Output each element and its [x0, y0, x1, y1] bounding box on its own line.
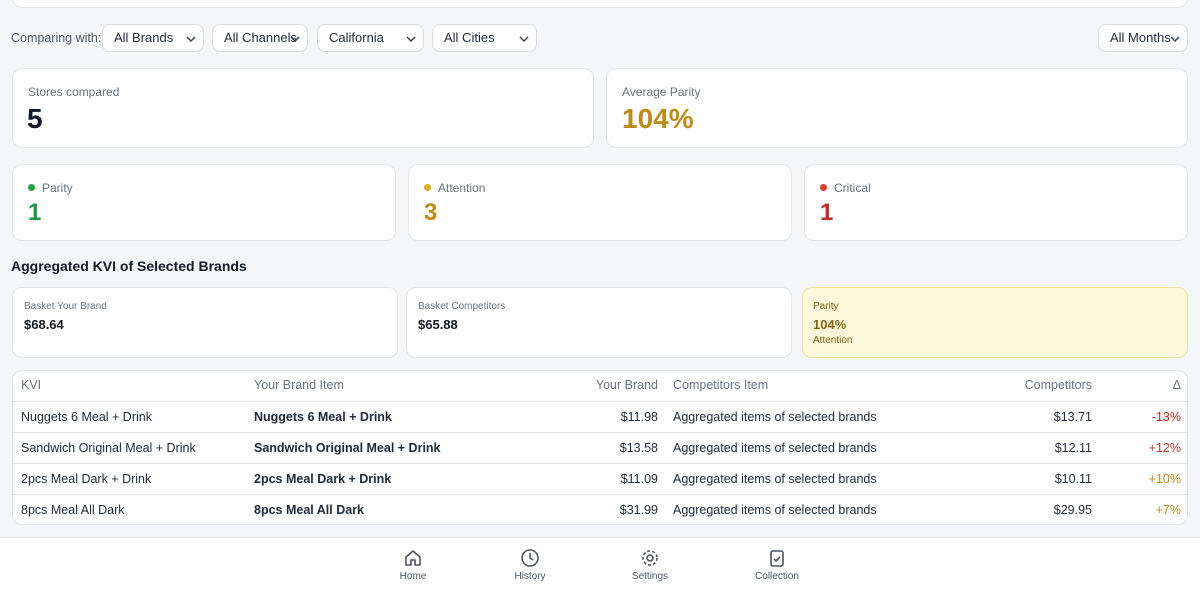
cell: $29.95: [1053, 503, 1092, 517]
card-value: 1: [820, 199, 834, 226]
card-value: 1: [28, 199, 42, 226]
cell: Sandwich Original Meal + Drink: [21, 441, 196, 455]
state-select-text: California: [329, 30, 384, 45]
cell: 8pcs Meal All Dark: [21, 503, 125, 517]
table-row: Nuggets 6 Meal + Drink Nuggets 6 Meal + …: [13, 401, 1187, 433]
chevron: [186, 36, 196, 43]
history-icon: [521, 549, 539, 567]
col-header: Your Brand Item: [254, 378, 344, 392]
chevron: [1170, 36, 1180, 43]
basket-card: Basket Your Brand $68.64: [12, 287, 398, 358]
cell: Aggregated items of selected brands: [673, 441, 877, 455]
card-note: Attention: [813, 335, 853, 346]
card-label: Critical: [834, 181, 871, 195]
card-label: Stores compared: [28, 85, 120, 99]
parity-card: Average Parity 104%: [606, 68, 1188, 148]
city-select[interactable]: All Cities: [432, 24, 537, 52]
delta-cell: +7%: [1155, 503, 1181, 517]
cell: Aggregated items of selected brands: [673, 503, 877, 517]
card-value: 5: [27, 103, 43, 134]
cell: $13.58: [619, 441, 658, 455]
nav-label: Home: [399, 571, 427, 582]
status-dot: [28, 184, 35, 191]
nav-settings[interactable]: Settings: [605, 548, 695, 582]
status-dot: [820, 184, 827, 191]
cell: Aggregated items of selected brands: [673, 472, 877, 486]
status-card: Critical 1: [804, 164, 1188, 241]
card-label: Basket Your Brand: [24, 301, 107, 312]
col-header: Competitors Item: [673, 378, 769, 392]
chevron: [406, 36, 416, 43]
month-select-text: All Months: [1110, 30, 1171, 45]
cell: $13.71: [1053, 410, 1092, 424]
month-select[interactable]: All Months: [1098, 24, 1188, 52]
cell: $10.11: [1054, 472, 1092, 486]
city-select-text: All Cities: [444, 30, 495, 45]
col-header: Competitors: [1024, 378, 1092, 392]
table-header: KVI Your Brand Item Your Brand Competito…: [13, 371, 1187, 401]
basket-parity-card: Parity 104% Attention: [802, 287, 1188, 358]
delta-cell: -13%: [1151, 410, 1181, 424]
table-row: 8pcs Meal All Dark 8pcs Meal All Dark $3…: [13, 494, 1187, 524]
brand-select-text: All Brands: [114, 30, 174, 45]
bottom-nav: [0, 537, 1200, 598]
card-value: 104%: [813, 317, 847, 332]
chevron: [519, 36, 529, 43]
cell: Nuggets 6 Meal + Drink: [254, 410, 392, 424]
collection-icon: [770, 550, 784, 567]
top-card: [12, 0, 1188, 8]
nav-label: Collection: [755, 571, 799, 582]
card-value: 3: [424, 199, 438, 226]
stores-card: Stores compared 5: [12, 68, 594, 148]
delta-cell: +12%: [1148, 441, 1181, 455]
cell: 2pcs Meal Dark + Drink: [21, 472, 152, 486]
card-label: Parity: [813, 301, 839, 312]
section-title: Aggregated KVI of Selected Brands: [11, 258, 247, 274]
cell: $31.99: [619, 503, 658, 517]
nav-label: History: [514, 571, 546, 582]
status-card: Attention 3: [408, 164, 792, 241]
table-row: 2pcs Meal Dark + Drink 2pcs Meal Dark + …: [13, 463, 1187, 495]
brand-select[interactable]: All Brands: [102, 24, 204, 52]
card-value: $65.88: [418, 317, 458, 332]
cell: $12.11: [1054, 441, 1092, 455]
channel-select-text: All Channels: [224, 30, 297, 45]
state-select[interactable]: California: [317, 24, 424, 52]
kvi-table: KVI Your Brand Item Your Brand Competito…: [12, 370, 1188, 525]
col-header: Your Brand: [595, 378, 658, 392]
card-label: Parity: [42, 181, 73, 195]
cell: Nuggets 6 Meal + Drink: [21, 410, 152, 424]
card-label: Average Parity: [622, 85, 701, 99]
card-value: 104%: [622, 103, 694, 134]
comparing-label: Comparing with:: [11, 31, 102, 45]
col-header: KVI: [21, 378, 42, 392]
cell: $11.09: [620, 472, 658, 486]
card-label: Basket Competitors: [418, 301, 506, 312]
card-label: Attention: [438, 181, 486, 195]
home-icon: [405, 550, 421, 566]
chevron: [290, 36, 300, 43]
card-value: $68.64: [24, 317, 64, 332]
nav-history[interactable]: History: [485, 548, 575, 582]
status-dot: [424, 184, 431, 191]
cell: 2pcs Meal Dark + Drink: [254, 472, 392, 486]
status-card: Parity 1: [12, 164, 396, 241]
cell: Aggregated items of selected brands: [673, 410, 877, 424]
delta-cell: +10%: [1148, 472, 1181, 486]
nav-collection[interactable]: Collection: [732, 548, 822, 582]
basket-card: Basket Competitors $65.88: [406, 287, 792, 358]
cell: 8pcs Meal All Dark: [254, 503, 365, 517]
nav-home[interactable]: Home: [368, 548, 458, 582]
cell: $11.98: [620, 410, 658, 424]
channel-select[interactable]: All Channels: [212, 24, 308, 52]
table-row: Sandwich Original Meal + Drink Sandwich …: [13, 432, 1187, 464]
nav-label: Settings: [631, 571, 669, 582]
cell: Sandwich Original Meal + Drink: [254, 441, 441, 455]
col-header: Δ: [1172, 378, 1181, 392]
settings-icon: [642, 550, 658, 566]
